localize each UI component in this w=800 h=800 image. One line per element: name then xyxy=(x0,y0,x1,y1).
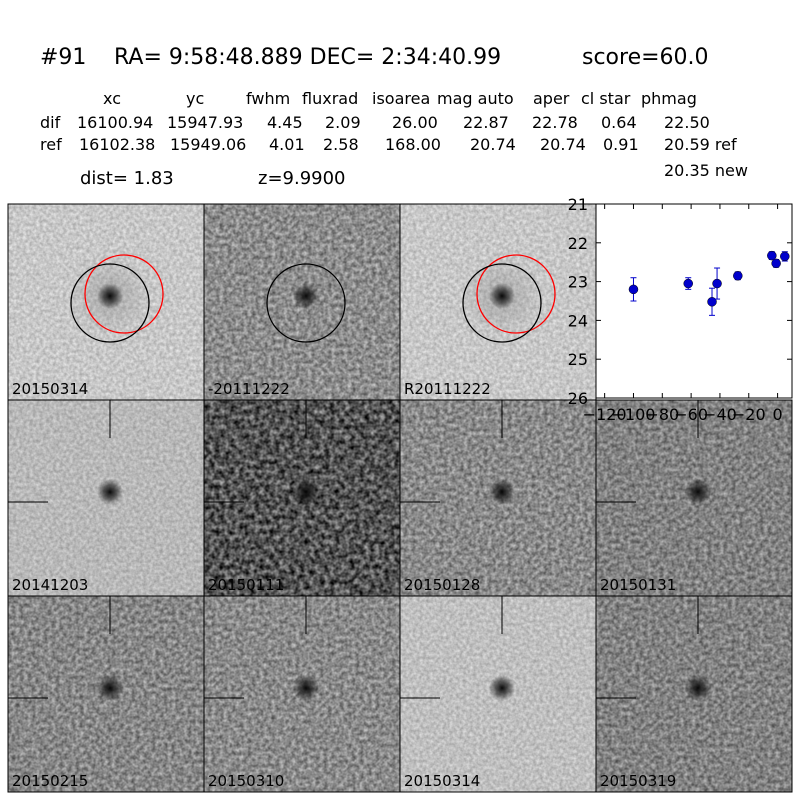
aperture-red xyxy=(476,254,556,334)
x-tick-label: −100 xyxy=(611,405,655,424)
aperture xyxy=(70,263,150,343)
point xyxy=(683,278,693,289)
object-id: #91 xyxy=(40,45,86,70)
panel-label: 20150314 xyxy=(404,772,480,790)
column-header: xc xyxy=(103,89,121,108)
source xyxy=(685,675,711,701)
panel-label: R20111222 xyxy=(404,380,491,398)
y-tick-label: 26 xyxy=(568,389,588,408)
phmag-new: 20.35 new xyxy=(664,161,748,180)
point xyxy=(628,284,639,295)
table-cell: 0.91 xyxy=(603,135,639,154)
source xyxy=(293,283,319,309)
point xyxy=(780,251,790,262)
source xyxy=(97,675,123,701)
column-header: yc xyxy=(186,89,204,108)
x-tick-label: −120 xyxy=(583,405,627,424)
source xyxy=(489,283,515,309)
panel-label: 20150314 xyxy=(12,380,88,398)
y-tick-label: 21 xyxy=(568,195,588,214)
y-tick-label: 24 xyxy=(568,311,588,330)
aperture-red xyxy=(84,254,164,334)
table-cell: 20.74 xyxy=(540,135,586,154)
table-cell: 15947.93 xyxy=(167,113,243,132)
y-tick-label: 23 xyxy=(568,273,588,292)
source xyxy=(489,675,515,701)
source xyxy=(293,675,319,701)
x-tick-label: −40 xyxy=(703,405,737,424)
column-header: mag auto xyxy=(437,89,514,108)
table-cell: 2.09 xyxy=(325,113,361,132)
table-cell: 22.78 xyxy=(532,113,578,132)
column-header: isoarea xyxy=(372,89,430,108)
score: score=60.0 xyxy=(582,45,709,70)
table-cell: dif xyxy=(40,113,61,132)
y-tick-label: 25 xyxy=(568,350,588,369)
image-panel: 20150215 xyxy=(7,595,205,793)
source xyxy=(97,479,123,505)
x-tick-label: −20 xyxy=(732,405,766,424)
point xyxy=(712,278,722,289)
column-header: fwhm xyxy=(246,89,290,108)
image-panel: 20150310 xyxy=(203,595,401,793)
panel-label: 20141203 xyxy=(12,576,88,594)
panel-border xyxy=(595,595,793,793)
image-panel: -20111222 xyxy=(203,203,401,401)
panel-label: -20111222 xyxy=(208,380,290,398)
point xyxy=(767,250,777,261)
table-cell: 0.64 xyxy=(601,113,637,132)
source xyxy=(97,283,123,309)
image-panel: 20150128 xyxy=(399,399,597,597)
x-tick-label: −80 xyxy=(645,405,679,424)
image-panel: 20150131 xyxy=(595,399,793,597)
image-panel: 20150319 xyxy=(595,595,793,793)
table-cell: 20.59 ref xyxy=(664,135,737,154)
panel-label: 20150310 xyxy=(208,772,284,790)
redshift: z=9.9900 xyxy=(258,168,346,189)
panel-label: 20150215 xyxy=(12,772,88,790)
x-tick-label: −60 xyxy=(674,405,708,424)
table-cell: 2.58 xyxy=(323,135,359,154)
table-cell: 15949.06 xyxy=(170,135,246,154)
table-cell: 26.00 xyxy=(392,113,438,132)
coordinates: RA= 9:58:48.889 DEC= 2:34:40.99 xyxy=(114,45,501,70)
table-cell: ref xyxy=(40,135,62,154)
column-header: phmag xyxy=(641,89,697,108)
dist: dist= 1.83 xyxy=(80,168,174,189)
source xyxy=(293,479,319,505)
table-cell: 168.00 xyxy=(385,135,441,154)
x-tick-label: 0 xyxy=(772,405,782,424)
column-header: cl star xyxy=(581,89,631,108)
table-cell: 20.74 xyxy=(470,135,516,154)
point xyxy=(771,258,781,269)
image-panel: 20150314 xyxy=(399,595,597,793)
column-header: aper xyxy=(533,89,570,108)
source xyxy=(685,479,711,505)
aperture xyxy=(462,263,542,343)
table-cell: 16100.94 xyxy=(77,113,153,132)
panel-label: 20150111 xyxy=(208,576,284,594)
point xyxy=(733,271,743,281)
panel-label: 20150131 xyxy=(600,576,676,594)
aperture xyxy=(266,263,346,343)
table-cell: 16102.38 xyxy=(79,135,155,154)
image-panel: 20150314 xyxy=(7,203,205,401)
image-panel: R20111222 xyxy=(399,203,597,401)
source xyxy=(489,479,515,505)
panel-label: 20150128 xyxy=(404,576,480,594)
y-tick-label: 22 xyxy=(568,234,588,253)
table-cell: 22.87 xyxy=(463,113,509,132)
table-cell: 4.01 xyxy=(269,135,305,154)
image-panel: 20150111 xyxy=(203,399,401,597)
image-panel: 20141203 xyxy=(7,399,205,597)
panel-label: 20150319 xyxy=(600,772,676,790)
table-cell: 22.50 xyxy=(664,113,710,132)
plot-area xyxy=(595,203,793,399)
table-cell: 4.45 xyxy=(267,113,303,132)
column-header: fluxrad xyxy=(302,89,358,108)
